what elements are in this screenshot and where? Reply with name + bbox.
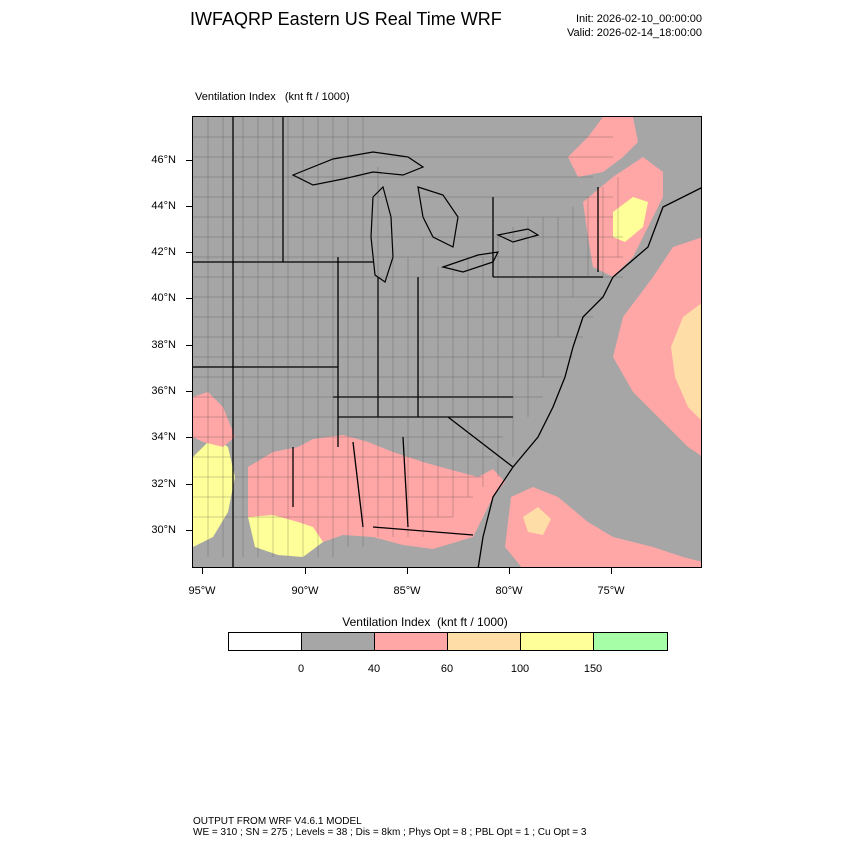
ocean-low-south: [505, 487, 701, 567]
init-time: Init: 2026-02-10_00:00:00: [576, 13, 702, 25]
chart-title: IWFAQRP Eastern US Real Time WRF: [190, 9, 502, 29]
legend-swatch: [448, 633, 521, 650]
lake-superior: [291, 151, 425, 186]
lon-tick: [407, 568, 408, 574]
map-field-label: Ventilation Index (knt ft / 1000): [195, 91, 350, 103]
lat-tick: [186, 206, 192, 207]
lon-tick: [305, 568, 306, 574]
legend-swatch: [594, 633, 667, 650]
map-canvas: [193, 117, 701, 567]
lat-tick: [186, 437, 192, 438]
texas-high-region: [193, 437, 235, 547]
texas-low-region: [193, 392, 235, 447]
lat-label: 38°N: [151, 339, 176, 351]
model-info-line1: OUTPUT FROM WRF V4.6.1 MODEL: [193, 816, 362, 827]
legend-swatch: [375, 633, 448, 650]
lat-label: 44°N: [151, 200, 176, 212]
legend-level: 100: [510, 663, 530, 675]
newengland-high-region: [613, 197, 648, 242]
valid-time: Valid: 2026-02-14_18:00:00: [567, 27, 702, 39]
model-info-line2: WE = 310 ; SN = 275 ; Levels = 38 ; Dis …: [193, 827, 587, 838]
louisiana-high-region: [248, 515, 323, 557]
gulf-of-mexico: [193, 547, 450, 567]
lat-tick: [186, 252, 192, 253]
legend-level: 40: [367, 663, 381, 675]
color-legend: [228, 632, 668, 651]
lon-label: 75°W: [597, 585, 625, 597]
lon-label: 90°W: [291, 585, 319, 597]
lat-tick: [186, 484, 192, 485]
lon-label: 80°W: [495, 585, 523, 597]
ocean-mid-south: [523, 507, 551, 535]
lon-label: 85°W: [393, 585, 421, 597]
legend-level: 0: [297, 663, 305, 675]
lat-tick: [186, 391, 192, 392]
gulf-coast-low-region: [248, 435, 505, 549]
lat-tick: [186, 298, 192, 299]
county-grid: [193, 117, 623, 557]
lat-label: 36°N: [151, 385, 176, 397]
ocean-mid-region: [671, 303, 701, 420]
lon-tick: [202, 568, 203, 574]
legend-level: 150: [583, 663, 603, 675]
lat-label: 32°N: [151, 478, 176, 490]
lat-label: 34°N: [151, 431, 176, 443]
lon-tick: [509, 568, 510, 574]
east-coastline: [477, 187, 701, 567]
legend-level: 60: [440, 663, 454, 675]
legend-swatch: [521, 633, 594, 650]
lat-tick: [186, 160, 192, 161]
legend-swatch: [229, 633, 302, 650]
lat-label: 46°N: [151, 154, 176, 166]
canada-low-region: [568, 117, 638, 177]
lat-tick: [186, 530, 192, 531]
legend-title: Ventilation Index (knt ft / 1000): [342, 615, 508, 629]
map-panel: [192, 116, 702, 568]
lake-michigan: [370, 185, 394, 283]
lat-label: 42°N: [151, 246, 176, 258]
lat-tick: [186, 345, 192, 346]
lon-tick: [611, 568, 612, 574]
lat-label: 40°N: [151, 292, 176, 304]
legend-swatch: [302, 633, 375, 650]
lon-label: 95°W: [188, 585, 216, 597]
lat-label: 30°N: [151, 524, 176, 536]
ocean-low-region: [613, 237, 701, 456]
